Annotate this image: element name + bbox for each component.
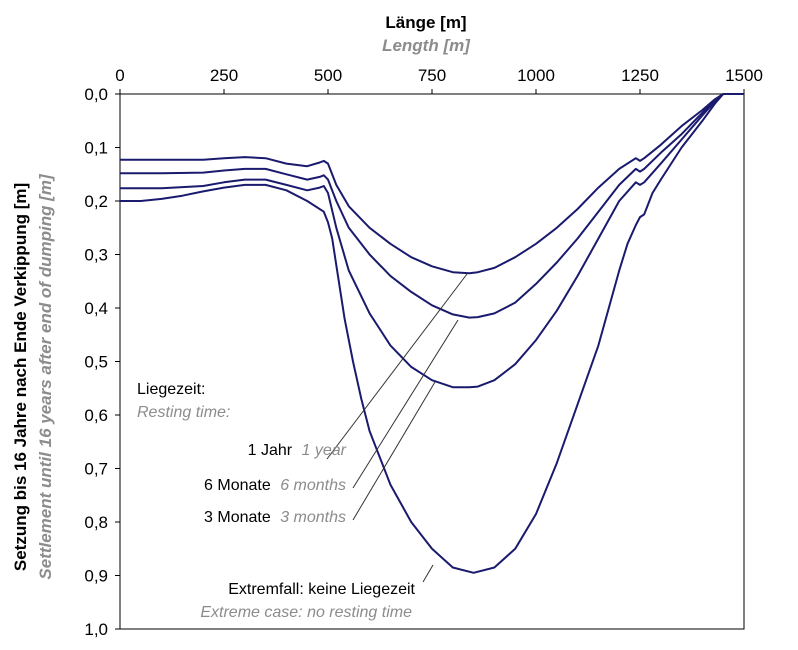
y-tick-label: 0,2 (84, 192, 108, 211)
label-3-months-en: 3 months (280, 509, 346, 526)
x-axis-title: Länge [m] (385, 13, 466, 32)
series-line-6-months (120, 93, 744, 319)
x-ticks: 0 250 500 750 1000 1250 1500 (115, 66, 763, 94)
y-tick-label: 0,0 (84, 85, 108, 104)
x-tick-label: 0 (115, 66, 124, 85)
y-tick-label: 0,6 (84, 406, 108, 425)
series-line-1-year (120, 93, 744, 275)
x-tick-label: 750 (418, 66, 446, 85)
x-tick-label: 500 (314, 66, 342, 85)
plot-frame (119, 93, 745, 630)
leader-line-1-year (326, 273, 468, 460)
y-axis-title-en: Settlement until 16 years after end of d… (36, 173, 55, 580)
label-1-year-en: 1 year (302, 442, 347, 459)
leader-line-3-months (352, 381, 436, 521)
x-tick-label: 1250 (621, 66, 659, 85)
y-tick-label: 0,8 (84, 513, 108, 532)
y-axis-title: Setzung bis 16 Jahre nach Ende Verkippun… (11, 183, 30, 571)
leader-line-extreme (422, 564, 434, 583)
label-6-months-en: 6 months (280, 477, 346, 494)
y-tick-label: 0,9 (84, 567, 108, 586)
x-tick-label: 1500 (725, 66, 763, 85)
x-tick-label: 1000 (517, 66, 555, 85)
label-1-year-de: 1 Jahr (248, 442, 293, 459)
y-tick-label: 0,3 (84, 246, 108, 265)
label-3-months: 3 Monate 3 months (204, 509, 346, 526)
leader-line-6-months (352, 319, 459, 489)
x-tick-label: 250 (210, 66, 238, 85)
y-ticks: 0,0 0,1 0,2 0,3 0,4 0,5 0,6 0,7 0,8 0,9 1,0 (84, 85, 120, 639)
label-6-months: 6 Monate 6 months (204, 477, 346, 494)
series-line-3-months (120, 93, 744, 389)
label-3-months-de: 3 Monate (204, 509, 271, 526)
label-extreme-en: Extreme case: no resting time (200, 604, 412, 621)
label-1-year: 1 Jahr 1 year (248, 442, 347, 459)
y-tick-label: 0,4 (84, 299, 108, 318)
y-tick-label: 1,0 (84, 620, 108, 639)
series-layer (120, 93, 744, 574)
legend-title-en: Resting time: (137, 404, 230, 421)
label-6-months-de: 6 Monate (204, 477, 271, 494)
series-line-extreme-case-no-resting-time (120, 93, 744, 574)
x-axis-title-en: Length [m] (382, 36, 471, 55)
y-tick-label: 0,7 (84, 460, 108, 479)
legend-title: Liegezeit: (137, 381, 206, 398)
y-tick-label: 0,1 (84, 139, 108, 158)
label-extreme: Extremfall: keine Liegezeit (228, 581, 415, 598)
y-tick-label: 0,5 (84, 353, 108, 372)
